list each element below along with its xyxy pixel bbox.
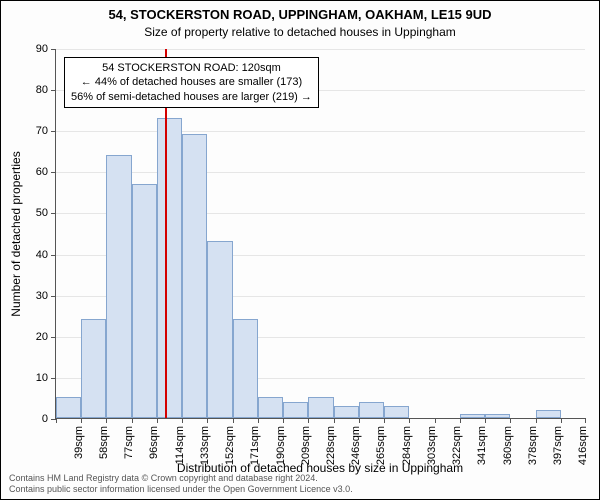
y-tick-label: 30	[36, 290, 56, 302]
x-tick-label: 246sqm	[350, 426, 362, 465]
x-tick-mark	[561, 418, 562, 423]
x-tick-mark	[435, 418, 436, 423]
x-tick-label: 397sqm	[552, 426, 564, 465]
x-tick-mark	[207, 418, 208, 423]
y-tick-label: 10	[36, 372, 56, 384]
histogram-bar	[132, 184, 157, 418]
histogram-bar	[308, 397, 333, 418]
histogram-bar	[384, 406, 409, 418]
histogram-bar	[334, 406, 359, 418]
x-tick-label: 265sqm	[375, 426, 387, 465]
histogram-bar	[56, 397, 81, 418]
y-tick-label: 0	[42, 413, 56, 425]
histogram-bar	[207, 241, 232, 418]
plot-area: 010203040506070809039sqm58sqm77sqm96sqm1…	[55, 49, 585, 419]
histogram-bar	[182, 134, 207, 418]
x-tick-mark	[233, 418, 234, 423]
annotation-box: 54 STOCKERSTON ROAD: 120sqm← 44% of deta…	[64, 57, 319, 108]
x-tick-mark	[106, 418, 107, 423]
x-tick-label: 152sqm	[224, 426, 236, 465]
gridline	[56, 49, 585, 50]
x-tick-mark	[157, 418, 158, 423]
y-axis-label: Number of detached properties	[9, 151, 23, 316]
x-tick-label: 209sqm	[300, 426, 312, 465]
x-tick-label: 416sqm	[577, 426, 589, 465]
y-tick-label: 20	[36, 331, 56, 343]
y-tick-label: 80	[36, 84, 56, 96]
x-tick-mark	[56, 418, 57, 423]
histogram-bar	[283, 402, 308, 418]
x-tick-mark	[283, 418, 284, 423]
chart-title: 54, STOCKERSTON ROAD, UPPINGHAM, OAKHAM,…	[1, 7, 599, 22]
x-tick-mark	[485, 418, 486, 423]
histogram-bar	[81, 319, 106, 418]
y-axis-label-wrap: Number of detached properties	[9, 49, 23, 419]
gridline	[56, 172, 585, 173]
x-tick-mark	[460, 418, 461, 423]
histogram-bar	[460, 414, 485, 418]
y-tick-label: 60	[36, 166, 56, 178]
histogram-bar	[157, 118, 182, 418]
annotation-line: ← 44% of detached houses are smaller (17…	[71, 75, 312, 89]
x-tick-mark	[384, 418, 385, 423]
x-tick-label: 77sqm	[123, 426, 135, 459]
x-tick-mark	[510, 418, 511, 423]
histogram-bar	[258, 397, 283, 418]
y-tick-label: 40	[36, 249, 56, 261]
chart-container: 54, STOCKERSTON ROAD, UPPINGHAM, OAKHAM,…	[0, 0, 600, 500]
y-tick-label: 90	[36, 43, 56, 55]
x-tick-mark	[334, 418, 335, 423]
x-tick-label: 341sqm	[476, 426, 488, 465]
footer-line-2: Contains public sector information licen…	[9, 484, 353, 495]
x-tick-label: 96sqm	[148, 426, 160, 459]
annotation-line: 54 STOCKERSTON ROAD: 120sqm	[71, 61, 312, 75]
x-tick-label: 284sqm	[401, 426, 413, 465]
x-tick-mark	[359, 418, 360, 423]
x-tick-label: 133sqm	[199, 426, 211, 465]
x-tick-label: 39sqm	[73, 426, 85, 459]
x-tick-label: 303sqm	[426, 426, 438, 465]
attribution-footer: Contains HM Land Registry data © Crown c…	[9, 473, 353, 495]
x-tick-label: 171sqm	[249, 426, 261, 465]
x-tick-mark	[258, 418, 259, 423]
histogram-bar	[233, 319, 258, 418]
footer-line-1: Contains HM Land Registry data © Crown c…	[9, 473, 353, 484]
x-tick-mark	[132, 418, 133, 423]
histogram-bar	[485, 414, 510, 418]
annotation-line: 56% of semi-detached houses are larger (…	[71, 90, 312, 104]
y-tick-label: 70	[36, 125, 56, 137]
histogram-bar	[359, 402, 384, 418]
x-tick-label: 322sqm	[451, 426, 463, 465]
x-tick-label: 378sqm	[527, 426, 539, 465]
x-tick-mark	[585, 418, 586, 423]
x-tick-mark	[182, 418, 183, 423]
gridline	[56, 131, 585, 132]
x-tick-label: 360sqm	[502, 426, 514, 465]
x-tick-label: 58sqm	[98, 426, 110, 459]
x-tick-label: 114sqm	[174, 426, 186, 464]
chart-subtitle: Size of property relative to detached ho…	[1, 25, 599, 39]
histogram-bar	[536, 410, 561, 418]
x-tick-label: 190sqm	[275, 426, 287, 465]
histogram-bar	[106, 155, 131, 418]
x-tick-mark	[536, 418, 537, 423]
x-tick-mark	[81, 418, 82, 423]
y-tick-label: 50	[36, 207, 56, 219]
x-tick-mark	[409, 418, 410, 423]
x-tick-mark	[308, 418, 309, 423]
x-tick-label: 228sqm	[325, 426, 337, 465]
